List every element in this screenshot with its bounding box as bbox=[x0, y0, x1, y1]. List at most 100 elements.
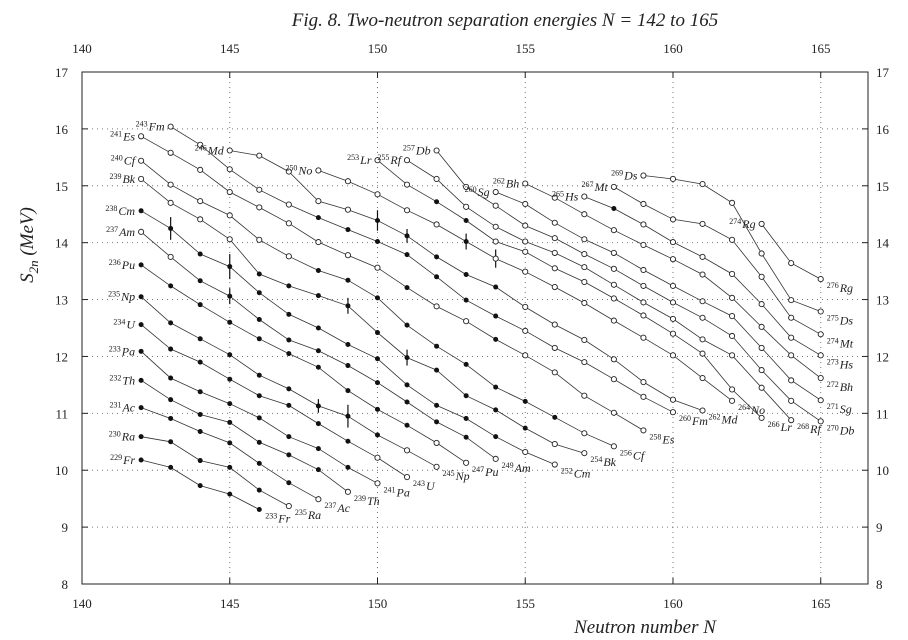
data-point bbox=[581, 236, 588, 243]
isotope-label-end-Md: 262Md bbox=[709, 412, 739, 426]
isotope-label-start-Rf: 255Rf bbox=[377, 153, 402, 167]
data-point bbox=[404, 252, 410, 258]
data-point bbox=[315, 403, 321, 409]
series-Ra bbox=[138, 434, 292, 510]
data-point bbox=[729, 236, 736, 243]
data-point bbox=[285, 503, 292, 510]
isotope-label-start-Db: 257Db bbox=[403, 144, 431, 158]
data-point bbox=[345, 363, 351, 369]
isotope-label-start-Np: 235Np bbox=[108, 290, 135, 304]
isotope-label-end-Fr: 233Fr bbox=[265, 511, 290, 525]
data-point bbox=[463, 459, 470, 466]
data-point bbox=[374, 264, 381, 271]
data-point bbox=[463, 361, 469, 367]
series-line-Ds bbox=[643, 175, 821, 312]
data-point bbox=[256, 236, 263, 243]
data-point bbox=[167, 181, 174, 188]
data-point bbox=[758, 367, 765, 374]
data-point bbox=[197, 483, 203, 489]
data-point bbox=[285, 168, 292, 175]
data-point bbox=[699, 375, 706, 382]
isotope-label-end-Rf: 268Rf bbox=[797, 422, 822, 436]
data-point bbox=[434, 419, 440, 425]
data-point bbox=[640, 299, 647, 306]
data-point bbox=[197, 411, 203, 417]
data-point bbox=[256, 336, 262, 342]
x-tick-label-top: 150 bbox=[368, 41, 388, 56]
data-point bbox=[669, 330, 677, 337]
data-point bbox=[197, 251, 203, 257]
y-tick-label-left: 13 bbox=[55, 293, 68, 308]
data-point bbox=[167, 149, 174, 156]
isotope-labels: 229Fr 233Fr 230Ra 235Ra 231Ac 237Ac 232Th 239Th… bbox=[105, 120, 854, 526]
isotope-label-end-Ra: 235Ra bbox=[295, 508, 321, 522]
data-point bbox=[167, 123, 174, 130]
data-point bbox=[729, 270, 736, 278]
data-point bbox=[227, 352, 233, 358]
data-point bbox=[138, 208, 144, 214]
series-Pa bbox=[138, 348, 381, 487]
data-point bbox=[669, 239, 677, 246]
isotope-label-start-Bh: 262Bh bbox=[493, 177, 519, 191]
isotope-label-end-Bk: 254Bk bbox=[590, 455, 616, 469]
y-tick-label-right: 13 bbox=[876, 293, 889, 308]
y-tick-label-right: 15 bbox=[876, 179, 889, 194]
data-point bbox=[610, 249, 617, 256]
data-point bbox=[404, 355, 410, 361]
data-point bbox=[403, 157, 411, 164]
data-point bbox=[226, 166, 233, 173]
data-point bbox=[463, 393, 469, 399]
data-point bbox=[729, 332, 736, 340]
data-point bbox=[344, 206, 351, 213]
data-point bbox=[345, 303, 351, 309]
y-tick-label-right: 17 bbox=[876, 65, 890, 80]
series-Cm bbox=[138, 208, 558, 468]
data-point bbox=[729, 386, 736, 393]
isotope-label-end-Es: 258Es bbox=[649, 432, 674, 446]
y-tick-label-left: 15 bbox=[55, 179, 68, 194]
data-point bbox=[610, 356, 617, 363]
data-point bbox=[138, 377, 144, 383]
isotope-label-start-Es: 241Es bbox=[110, 129, 135, 143]
data-point bbox=[286, 480, 292, 486]
data-point bbox=[374, 157, 381, 164]
data-point bbox=[374, 295, 380, 301]
data-point bbox=[729, 397, 736, 404]
series-Db bbox=[433, 147, 824, 425]
data-point bbox=[788, 260, 795, 267]
isotope-label-start-Cf: 240Cf bbox=[111, 154, 137, 168]
data-point bbox=[227, 264, 233, 270]
series-Sg bbox=[492, 188, 824, 404]
series-Fr bbox=[138, 457, 262, 512]
data-point bbox=[640, 427, 647, 434]
data-point bbox=[167, 253, 174, 260]
y-tick-label-right: 9 bbox=[876, 520, 883, 535]
data-point bbox=[256, 372, 262, 378]
data-point bbox=[315, 421, 321, 427]
series-Bh bbox=[522, 180, 824, 382]
x-tick-label-top: 160 bbox=[663, 41, 683, 56]
isotope-label-end-Ac: 237Ac bbox=[324, 501, 350, 515]
data-point bbox=[758, 250, 765, 257]
data-point bbox=[168, 320, 174, 326]
data-point bbox=[315, 239, 322, 246]
data-point bbox=[434, 199, 440, 205]
y-axis-title-unit: (MeV) bbox=[17, 207, 38, 260]
series-line-Sg bbox=[495, 191, 821, 401]
data-point bbox=[788, 297, 795, 304]
data-point bbox=[610, 281, 617, 288]
data-point bbox=[227, 440, 233, 446]
data-point bbox=[344, 178, 351, 185]
data-point bbox=[788, 314, 795, 321]
isotope-label-start-Lr: 253Lr bbox=[347, 153, 372, 167]
isotope-label-end-Db: 270Db bbox=[827, 423, 855, 437]
data-point bbox=[640, 312, 647, 319]
data-point bbox=[256, 460, 262, 466]
data-point bbox=[227, 419, 233, 425]
y-tick-label-right: 8 bbox=[876, 577, 883, 592]
data-point bbox=[345, 227, 351, 233]
data-point bbox=[315, 198, 322, 205]
data-point bbox=[168, 375, 174, 381]
isotope-label-end-No: 264No bbox=[738, 403, 765, 417]
data-point bbox=[699, 314, 706, 321]
